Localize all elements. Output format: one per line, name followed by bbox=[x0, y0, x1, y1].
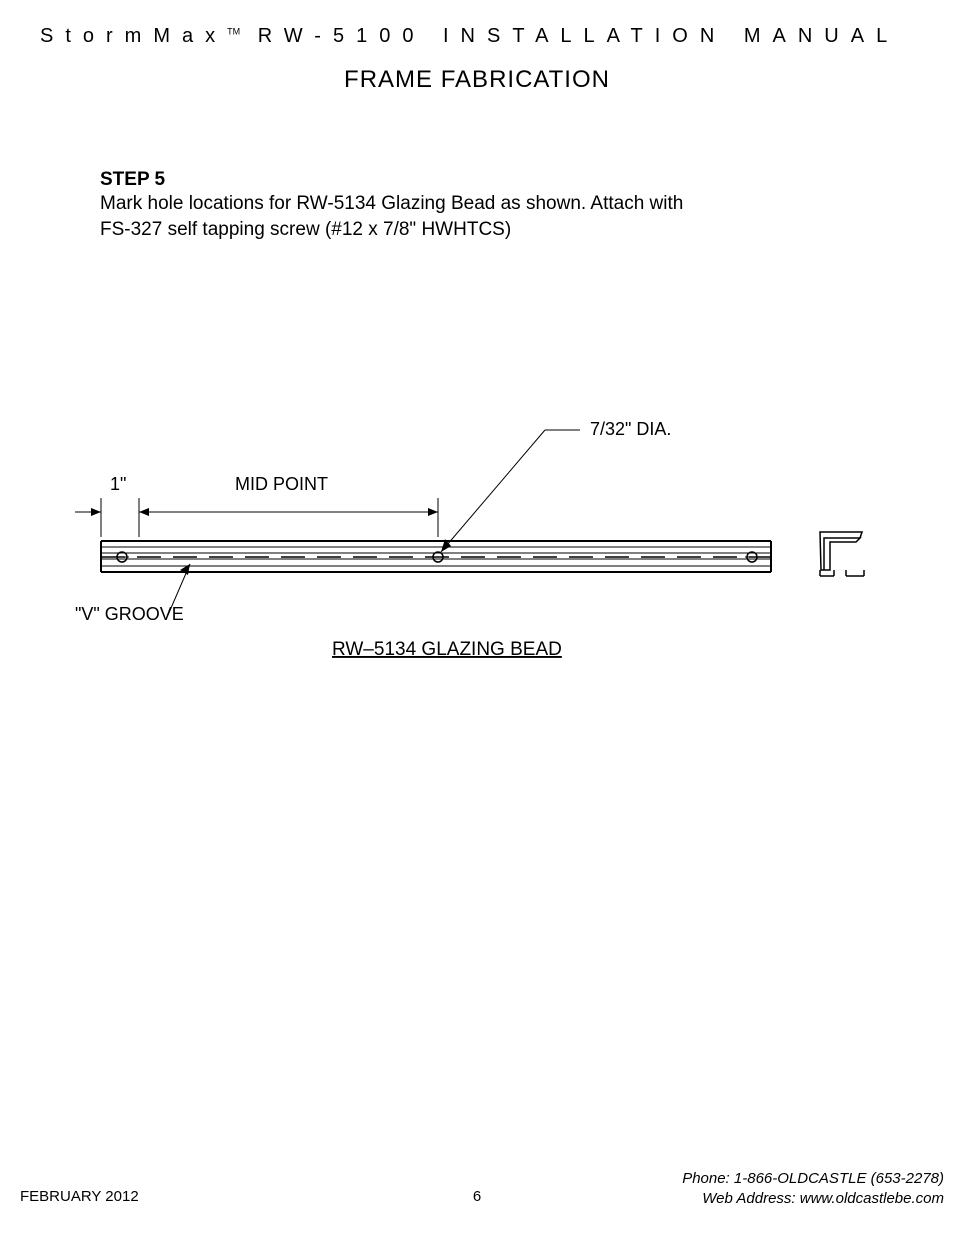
one-inch-label: 1" bbox=[110, 474, 126, 494]
footer-phone: Phone: 1-866-OLDCASTLE (653-2278) bbox=[682, 1169, 944, 1189]
dim-arrow-at-mid bbox=[428, 508, 438, 516]
product-model: RW-5100 bbox=[258, 25, 426, 47]
step-text-line-1: Mark hole locations for RW-5134 Glazing … bbox=[100, 191, 854, 217]
hole-dia-label: 7/32" DIA. bbox=[590, 420, 671, 439]
section-title: FRAME FABRICATION bbox=[0, 66, 954, 94]
hole-dia-leader-diag bbox=[441, 430, 545, 552]
doc-type: INSTALLATION MANUAL bbox=[443, 25, 899, 47]
profile-cross-section bbox=[820, 532, 864, 576]
glazing-bead-diagram: 1" MID POINT 7/32" DIA. "V" GROOVE RW–51… bbox=[60, 420, 900, 680]
dim-arrow-left-head bbox=[91, 508, 101, 516]
dim-arrow-at-79 bbox=[139, 508, 149, 516]
v-groove-label: "V" GROOVE bbox=[75, 604, 184, 624]
page: StormMaxTM RW-5100 INSTALLATION MANUAL F… bbox=[0, 0, 954, 1235]
document-header: StormMaxTM RW-5100 INSTALLATION MANUAL bbox=[0, 0, 954, 48]
step-text-line-2: FS-327 self tapping screw (#12 x 7/8" HW… bbox=[100, 217, 854, 243]
diagram-caption: RW–5134 GLAZING BEAD bbox=[332, 639, 562, 660]
footer-web: Web Address: www.oldcastlebe.com bbox=[682, 1189, 944, 1209]
tm-mark: TM bbox=[227, 26, 240, 36]
brand-name: StormMax bbox=[40, 25, 227, 47]
footer-contact: Phone: 1-866-OLDCASTLE (653-2278) Web Ad… bbox=[682, 1169, 944, 1208]
step-block: STEP 5 Mark hole locations for RW-5134 G… bbox=[100, 169, 854, 242]
step-number: STEP 5 bbox=[100, 169, 854, 191]
mid-point-label: MID POINT bbox=[235, 474, 328, 494]
